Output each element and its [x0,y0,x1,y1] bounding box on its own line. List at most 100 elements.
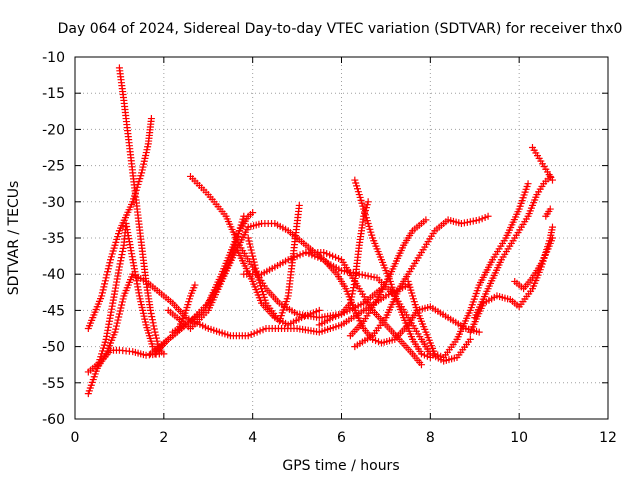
data-point [248,249,256,257]
data-point [364,198,372,206]
data-point [250,258,258,266]
data-point [247,331,255,339]
data-point [112,325,120,333]
data-point [256,327,264,335]
data-point [478,215,486,223]
data-point [118,298,126,306]
series-arc-14 [302,248,483,347]
data-point [335,311,343,319]
data-point [417,361,425,369]
data-point [320,248,328,256]
data-point [484,212,492,220]
data-point [115,310,123,318]
data-point [434,351,442,359]
data-point [475,216,483,224]
data-point [117,257,125,265]
data-point [372,337,380,345]
data-point [116,260,124,268]
data-point [548,223,556,231]
series-arc-17 [351,212,492,351]
data-point [103,271,111,279]
x-tick-label: 4 [248,430,257,446]
data-point [100,283,108,291]
data-point [422,216,430,224]
data-point [252,264,260,272]
data-point [548,234,556,242]
data-point [358,271,366,279]
data-point [426,353,434,361]
data-point [295,201,303,209]
y-tick-label: -40 [42,267,65,283]
data-point [101,277,109,285]
data-point [472,217,480,225]
series-arc-15 [315,198,372,329]
data-point [332,312,340,320]
x-tick-label: 6 [337,430,346,446]
x-tick-label: 10 [510,430,528,446]
data-point [524,180,532,188]
data-point [367,273,375,281]
data-point [252,267,260,275]
y-tick-label: -20 [42,122,65,138]
data-point [116,307,124,315]
data-point [247,246,255,254]
data-point [249,209,257,217]
data-point [250,329,258,337]
data-point [481,213,489,221]
data-point [312,308,320,316]
data-point [104,265,112,273]
data-point [249,255,257,263]
data-point [253,328,261,336]
data-point [114,316,122,324]
data-point [348,293,356,301]
series-arc-11 [240,248,425,369]
data-point [112,322,120,330]
data-point [147,310,155,318]
series-arc-19 [404,180,532,361]
data-point [420,351,428,359]
series-arc-13 [244,201,303,325]
data-point [332,253,340,261]
data-point [149,319,157,327]
data-point [119,247,127,255]
x-axis-label: GPS time / hours [282,458,399,474]
chart-title: Day 064 of 2024, Sidereal Day-to-day VTE… [58,21,623,37]
data-point [151,328,159,336]
data-point [246,243,254,251]
data-marks [84,64,556,398]
data-point [329,314,337,322]
data-point [326,251,334,259]
series-arc-16 [351,176,434,361]
data-point [364,272,372,280]
data-point [105,262,113,270]
data-point [423,352,431,360]
data-point [106,259,114,267]
grid [75,57,608,419]
data-point [259,326,267,334]
data-point [317,255,325,263]
data-point [466,218,474,226]
data-point [370,273,378,281]
data-point [150,325,158,333]
x-tick-label: 12 [599,430,617,446]
data-point [417,350,425,358]
data-point [150,322,158,330]
data-point [302,248,310,256]
data-point [152,331,160,339]
data-point [315,306,323,314]
data-point [118,251,126,259]
data-point [457,220,465,228]
data-point [245,237,253,245]
data-point [113,319,121,327]
data-point [361,271,369,279]
x-tick-label: 2 [159,430,168,446]
data-point [293,252,301,260]
data-point [118,301,126,309]
data-point [308,251,316,259]
data-point [350,284,358,292]
y-tick-label: -55 [42,376,65,392]
data-point [350,281,358,289]
data-point [335,255,343,263]
data-point [101,280,109,288]
data-point [148,313,156,321]
